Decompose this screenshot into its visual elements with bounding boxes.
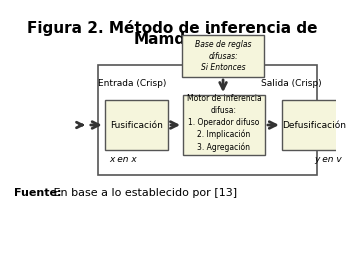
Text: Mamdani: Mamdani [133, 32, 212, 47]
Text: Figura 2. Método de inferencia de: Figura 2. Método de inferencia de [27, 20, 318, 36]
FancyBboxPatch shape [105, 100, 168, 150]
Text: y en v: y en v [315, 155, 342, 164]
FancyBboxPatch shape [183, 95, 265, 155]
FancyBboxPatch shape [98, 65, 317, 175]
Text: x en x: x en x [109, 155, 137, 164]
Text: Fusificación: Fusificación [110, 120, 163, 129]
Text: Base de reglas
difusas:
Si Entonces: Base de reglas difusas: Si Entonces [195, 40, 251, 72]
Text: Motor de inferencia
difusa:
1. Operador difuso
2. Implicación
3. Agregación: Motor de inferencia difusa: 1. Operador … [187, 94, 261, 152]
FancyBboxPatch shape [282, 100, 347, 150]
Text: Entrada (Crisp): Entrada (Crisp) [98, 79, 167, 88]
Text: Salida (Crisp): Salida (Crisp) [261, 79, 322, 88]
FancyBboxPatch shape [182, 35, 264, 77]
Text: Defusificación: Defusificación [282, 120, 346, 129]
Text: En base a lo establecido por [13]: En base a lo establecido por [13] [50, 188, 237, 198]
Text: Fuente:: Fuente: [14, 188, 62, 198]
